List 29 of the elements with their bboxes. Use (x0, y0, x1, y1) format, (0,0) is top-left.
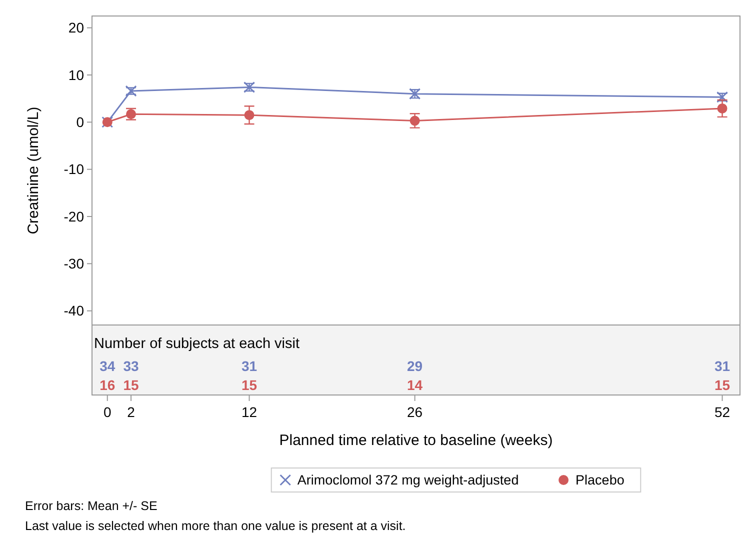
x-tick-label: 0 (103, 404, 112, 420)
y-tick-label: -10 (64, 161, 84, 178)
text: 31 (714, 358, 730, 374)
legend-label: Placebo (576, 472, 624, 488)
y-tick-label: -30 (64, 256, 84, 272)
y-tick-label: 0 (76, 114, 84, 130)
text: 15 (123, 377, 140, 393)
y-tick-label: -40 (64, 302, 84, 319)
text: Number of subjects at each visit (94, 336, 300, 352)
text: 16 (100, 377, 116, 393)
x-tick-label: 2 (127, 404, 136, 420)
y-tick-label: 10 (68, 66, 84, 83)
text: Last value is selected when more than one value is present at a visit. (25, 519, 406, 533)
text: 34 (100, 358, 116, 374)
x-axis-title: Planned time relative to baseline (weeks) (279, 432, 553, 449)
x-tick-label: 26 (407, 404, 423, 420)
text: 15 (241, 377, 258, 393)
x-tick-label: 12 (241, 404, 258, 420)
y-tick-label: 20 (68, 20, 84, 36)
text: 31 (241, 358, 258, 374)
text: 15 (714, 377, 730, 393)
text: Error bars: Mean +/- SE (25, 499, 158, 513)
text: 33 (123, 358, 140, 374)
legend-label: Arimoclomol 372 mg weight-adjusted (297, 472, 519, 488)
text: 14 (407, 377, 423, 393)
x-tick-label: 52 (714, 404, 730, 420)
y-tick-label: -20 (64, 208, 84, 224)
text: 29 (407, 358, 423, 374)
y-axis-title: Creatinine (umol/L) (25, 106, 42, 234)
